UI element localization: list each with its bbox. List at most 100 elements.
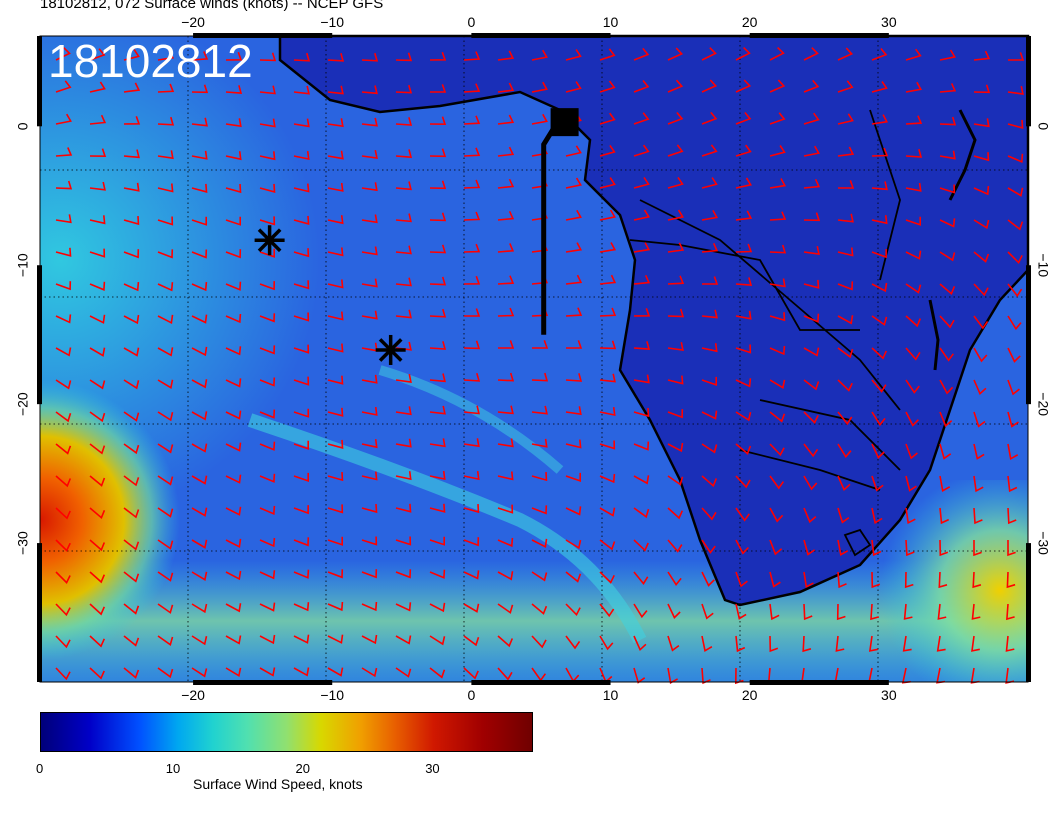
wind-barb (871, 282, 888, 293)
wind-barb (327, 601, 344, 612)
frame-bar-bottom (193, 680, 333, 685)
wind-barb (395, 667, 412, 678)
wind-barb (463, 471, 480, 481)
wind-barb (701, 603, 714, 620)
wind-barb (565, 209, 582, 221)
wind-barb (429, 373, 446, 383)
wind-barb (123, 539, 140, 551)
wind-barb (701, 410, 718, 420)
wind-barb (803, 112, 820, 125)
wind-barb (904, 571, 914, 589)
wind-barb (497, 504, 514, 514)
wind-barb (769, 539, 783, 556)
wind-barb (497, 372, 515, 382)
wind-barb (259, 281, 275, 291)
wind-barb (361, 406, 378, 416)
wind-barb (633, 47, 650, 61)
wind-barb (191, 475, 208, 485)
wind-barb (667, 667, 678, 685)
wind-barb (225, 313, 242, 324)
colorbar-tick: 30 (425, 761, 440, 776)
wind-barb (837, 113, 854, 125)
wind-barb (531, 635, 547, 649)
wind-barb (701, 443, 718, 454)
wind-barb (565, 81, 582, 93)
wind-barb (902, 635, 912, 652)
wind-barb (225, 570, 242, 581)
wind-barb (463, 667, 479, 680)
wind-barb (769, 79, 786, 93)
wind-barb (89, 571, 106, 584)
wind-barb (123, 411, 140, 422)
wind-barb (973, 443, 985, 460)
storm-asterisk-marker (254, 225, 285, 256)
frame-bar-bottom (471, 680, 611, 685)
wind-barb (973, 251, 990, 263)
wind-barb (463, 438, 480, 448)
wind-barb (735, 111, 752, 125)
wind-barb (667, 571, 682, 586)
wind-barb (395, 373, 412, 383)
wind-barb (259, 441, 276, 451)
wind-barb (157, 216, 174, 226)
wind-barb (55, 281, 72, 291)
wind-barb (701, 571, 715, 587)
wind-barb (769, 211, 787, 221)
sw-hotspot (40, 380, 300, 680)
wind-barb (497, 146, 515, 157)
wind-barb (565, 539, 582, 550)
wind-barb (633, 571, 649, 585)
wind-barb (973, 84, 991, 94)
wind-barb (973, 315, 989, 330)
wind-barb (871, 81, 888, 93)
wind-barb (701, 343, 718, 353)
wind-barb (871, 147, 889, 157)
wind-barb (565, 635, 581, 650)
wind-barb (701, 376, 718, 387)
wind-barb (769, 312, 786, 322)
wind-barb (701, 475, 718, 488)
wind-barb (157, 411, 174, 422)
lon-tick-bottom: −20 (181, 687, 205, 700)
wind-barb (769, 379, 786, 389)
wind-barb (463, 635, 480, 647)
wind-barb (89, 507, 106, 520)
wind-barb (225, 249, 242, 259)
wind-barb (871, 215, 888, 225)
wind-barb (89, 443, 106, 455)
wind-barb (361, 569, 378, 579)
wind-barb (565, 571, 582, 583)
wind-barb (939, 347, 954, 362)
wind-barb (599, 635, 614, 651)
wind-barb (973, 50, 991, 61)
wind-barb (939, 283, 956, 296)
wind-barb (837, 146, 855, 157)
wind-barb (293, 472, 310, 483)
wind-barb (259, 667, 276, 677)
wind-barb (361, 471, 378, 481)
wind-barb (803, 411, 819, 424)
wind-barb (939, 379, 954, 395)
wind-barb (55, 80, 72, 93)
wind-barb (769, 635, 779, 653)
wind-barb (89, 379, 106, 390)
wind-barb (293, 376, 310, 386)
wind-barb (971, 635, 980, 652)
wind-barb (225, 346, 242, 356)
wind-barb (769, 475, 785, 490)
wind-barb (157, 314, 174, 325)
wind-map: −20 −10 0 10 20 30 −20 −10 0 10 20 30 0 −10 −20 −30 0… (15, 14, 1052, 700)
wind-barb (157, 282, 174, 292)
wind-barb (633, 341, 651, 350)
wind-barb (225, 281, 242, 291)
wind-barb (429, 244, 447, 254)
lon-tick-top: −20 (181, 14, 205, 30)
wind-barb (633, 635, 647, 652)
wind-barb (430, 84, 447, 93)
wind-barb (463, 340, 481, 350)
wind-barb (123, 635, 140, 647)
wind-barb (293, 183, 310, 193)
wind-barb (498, 340, 515, 349)
wind-barb (701, 177, 718, 189)
wind-barb (293, 312, 310, 322)
